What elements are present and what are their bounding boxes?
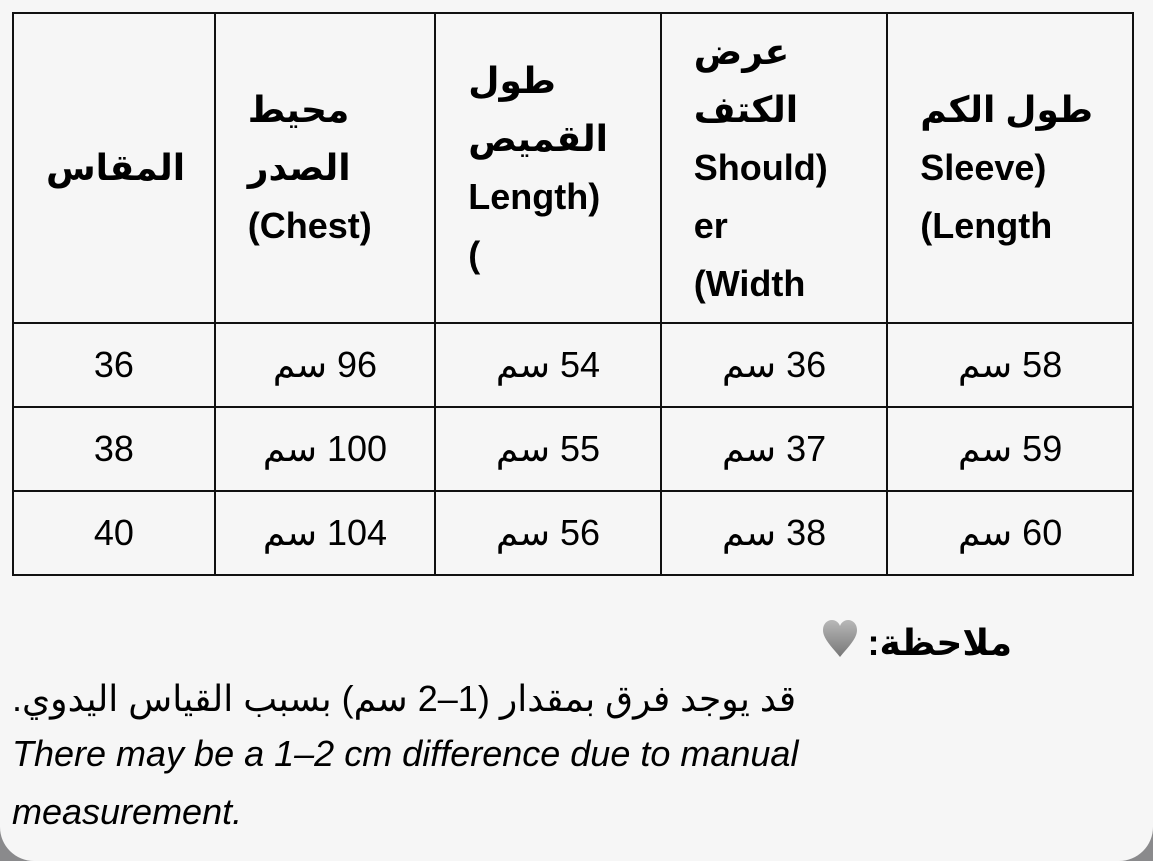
table-row: 38 100 سم 55 سم 37 سم 59 سم — [12, 406, 1134, 492]
table-cell: 60 سم — [886, 490, 1134, 576]
column-header: عرض الكتف Should) er (Width — [659, 12, 889, 324]
column-header-line: Length) — [468, 176, 601, 217]
column-header-line: (Width — [693, 263, 806, 304]
column-header-line: المقاس — [46, 147, 186, 188]
column-header-line: er — [693, 205, 728, 246]
table-cell: 36 — [12, 322, 216, 408]
table-cell: 104 سم — [213, 490, 437, 576]
table-row: 36 96 سم 54 سم 36 سم 58 سم — [12, 322, 1134, 408]
column-header-line: محيط — [247, 89, 350, 130]
table-cell: 40 — [12, 490, 216, 576]
column-header-line: (Chest) — [247, 205, 372, 246]
column-header-line: عرض — [693, 31, 790, 72]
column-header-line: ( — [468, 234, 481, 275]
column-header-line: طول — [468, 60, 556, 101]
column-header-line: طول الكم — [920, 89, 1094, 130]
column-header-line: الكتف — [693, 89, 799, 130]
table-cell: 55 سم — [434, 406, 662, 492]
grey-heart-icon — [822, 619, 858, 668]
column-header-line: Sleeve) — [920, 147, 1047, 188]
table-cell: 54 سم — [434, 322, 662, 408]
note: ملاحظة: قد يوجد فرق بمقدار (1–2 سم) بسبب… — [12, 615, 1012, 841]
table-cell: 37 سم — [659, 406, 889, 492]
size-table: المقاس محيط الصدر (Chest) طول القميص Length) ( ع… — [12, 12, 1134, 576]
table-cell: 56 سم — [434, 490, 662, 576]
table-cell: 38 سم — [659, 490, 889, 576]
column-header-line: (Length — [920, 205, 1053, 246]
column-header-line: Should) — [693, 147, 828, 188]
table-row: 40 104 سم 56 سم 38 سم 60 سم — [12, 490, 1134, 576]
note-arabic: قد يوجد فرق بمقدار (1–2 سم) بسبب القياس … — [12, 678, 797, 719]
column-header: المقاس — [12, 12, 216, 324]
note-english: There may be a 1–2 cm difference due to … — [12, 733, 799, 832]
column-header: طول القميص Length) ( — [434, 12, 662, 324]
table-cell: 59 سم — [886, 406, 1134, 492]
column-header-line: الصدر — [247, 147, 351, 188]
table-cell: 36 سم — [659, 322, 889, 408]
header-row: المقاس محيط الصدر (Chest) طول القميص Length) ( ع… — [12, 12, 1134, 324]
table-cell: 58 سم — [886, 322, 1134, 408]
table-cell: 38 — [12, 406, 216, 492]
column-header: محيط الصدر (Chest) — [213, 12, 437, 324]
table-cell: 96 سم — [213, 322, 437, 408]
note-title-row: ملاحظة: — [12, 615, 1012, 671]
table-cell: 100 سم — [213, 406, 437, 492]
column-header: طول الكم Sleeve) (Length — [886, 12, 1134, 324]
note-title: ملاحظة: — [867, 622, 1012, 663]
column-header-line: القميص — [468, 118, 608, 159]
